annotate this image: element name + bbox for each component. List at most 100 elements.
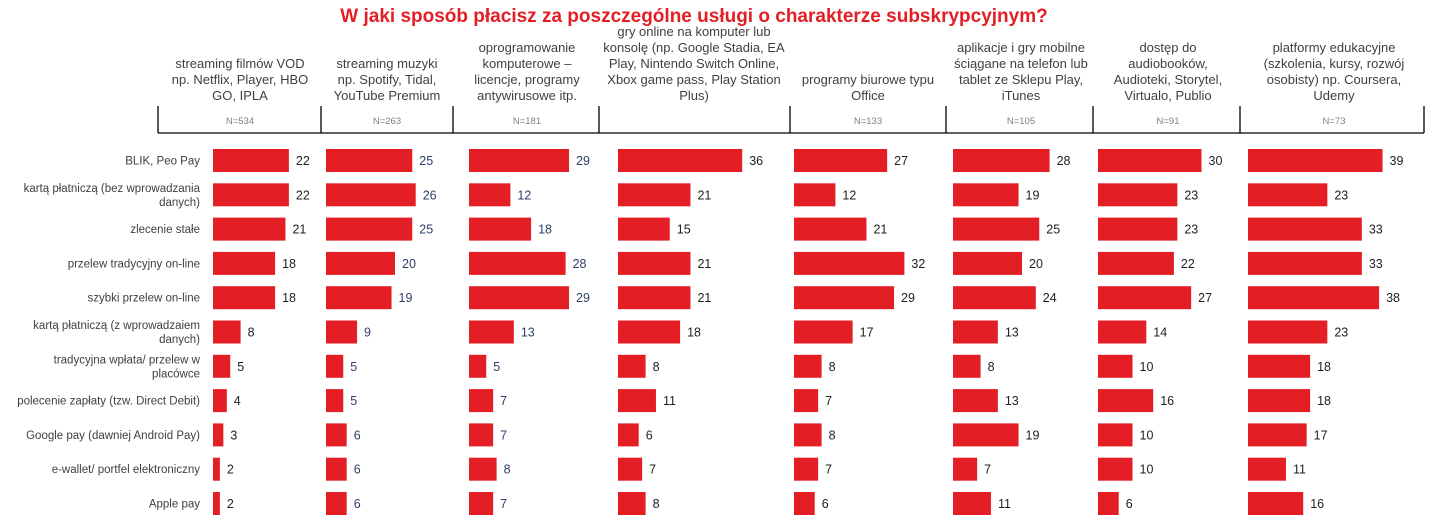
bar <box>794 389 819 413</box>
bar-value-label: 28 <box>573 257 587 271</box>
column-header-line: streaming muzyki <box>336 56 437 71</box>
bar <box>794 492 815 515</box>
category-label: tradycyjna wpłata/ przelew w <box>54 354 201 366</box>
bar <box>618 286 691 310</box>
bar <box>213 320 241 344</box>
bar-value-label: 8 <box>988 360 995 374</box>
column-header-line: Plus) <box>679 88 709 103</box>
chart-title: W jaki sposób płacisz za poszczególne us… <box>340 6 1047 27</box>
bar-value-label: 7 <box>500 394 507 408</box>
bar-value-label: 18 <box>282 257 296 271</box>
column-header-line: Play, Nintendo Switch Online, <box>609 56 779 71</box>
bar <box>794 457 819 481</box>
bar <box>469 354 487 378</box>
bar-value-label: 29 <box>901 291 915 305</box>
bar <box>953 389 998 413</box>
bar-value-label: 10 <box>1140 463 1154 477</box>
sample-size-label: N=534 <box>226 116 254 127</box>
column-header-line: Audioteki, Storytel, <box>1114 72 1222 87</box>
bar <box>953 217 1040 241</box>
bar <box>469 423 494 447</box>
column-header-line: Virtualo, Publio <box>1124 88 1211 103</box>
category-label: Google pay (dawniej Android Pay) <box>26 430 200 442</box>
bar-value-label: 7 <box>825 394 832 408</box>
bar-value-label: 14 <box>1153 326 1167 340</box>
bar <box>953 251 1022 275</box>
bar-value-label: 33 <box>1369 223 1383 237</box>
bar <box>469 320 514 344</box>
bar-value-label: 20 <box>402 257 416 271</box>
bar <box>1098 183 1178 207</box>
bar <box>618 492 646 515</box>
category-label: kartą płatniczą (bez wprowadzania <box>24 183 201 195</box>
bar <box>213 423 224 447</box>
bar-value-label: 30 <box>1209 154 1223 168</box>
bar-value-label: 6 <box>822 497 829 511</box>
bar-value-label: 32 <box>911 257 925 271</box>
bar <box>213 389 227 413</box>
bar-value-label: 27 <box>894 154 908 168</box>
bar-value-label: 11 <box>998 497 1011 511</box>
bar <box>1098 286 1192 310</box>
bar-value-label: 39 <box>1390 154 1404 168</box>
bar <box>794 286 895 310</box>
bar <box>618 457 643 481</box>
bar-value-label: 10 <box>1140 428 1154 442</box>
bar <box>953 286 1036 310</box>
column-header-line: np. Netflix, Player, HBO <box>172 72 309 87</box>
bar-value-label: 18 <box>1317 394 1331 408</box>
bar <box>1098 492 1119 515</box>
column-header-line: dostęp do <box>1139 40 1196 55</box>
bar <box>1248 492 1304 515</box>
bar <box>618 217 670 241</box>
bar <box>326 492 347 515</box>
bar <box>213 183 289 207</box>
bar <box>469 251 566 275</box>
bar <box>326 149 413 172</box>
bar <box>469 457 497 481</box>
bar-value-label: 5 <box>350 360 357 374</box>
column-header-line: gry online na komputer lub <box>617 24 770 39</box>
column-header-line: YouTube Premium <box>334 88 441 103</box>
bar <box>618 389 656 413</box>
category-label: Apple pay <box>149 499 200 511</box>
bar-value-label: 25 <box>419 223 433 237</box>
bar-value-label: 6 <box>354 463 361 477</box>
bar-value-label: 13 <box>1005 326 1019 340</box>
bar <box>1248 217 1362 241</box>
column-header-line: Office <box>851 88 885 103</box>
sample-size-label: N=133 <box>854 116 882 127</box>
bar-value-label: 18 <box>1317 360 1331 374</box>
bar <box>326 183 416 207</box>
column-header-line: osobisty) np. Coursera, <box>1267 72 1401 87</box>
bar <box>1098 217 1178 241</box>
bar-value-label: 12 <box>842 188 856 202</box>
bar-value-label: 19 <box>1026 428 1040 442</box>
bar <box>953 354 981 378</box>
category-label: polecenie zapłaty (tzw. Direct Debit) <box>17 396 200 408</box>
bar-value-label: 2 <box>227 497 234 511</box>
bar <box>953 457 978 481</box>
column-header-line: licencje, programy <box>474 72 580 87</box>
bar-value-label: 29 <box>576 291 590 305</box>
column-header-line: platformy edukacyjne <box>1273 40 1396 55</box>
bar-value-label: 33 <box>1369 257 1383 271</box>
bar <box>794 354 822 378</box>
bar-value-label: 8 <box>829 428 836 442</box>
category-label: danych) <box>159 197 200 209</box>
bar-value-label: 19 <box>1026 188 1040 202</box>
bar <box>213 286 276 310</box>
category-label: zlecenie stałe <box>130 224 200 236</box>
bar-value-label: 7 <box>825 463 832 477</box>
bar <box>326 217 413 241</box>
bar <box>326 320 358 344</box>
category-label: danych) <box>159 334 200 346</box>
sample-size-label: N=73 <box>1323 116 1346 127</box>
bar-value-label: 15 <box>677 223 691 237</box>
column-header-line: iTunes <box>1002 88 1041 103</box>
sample-size-label: N=105 <box>1007 116 1035 127</box>
bar <box>1098 354 1133 378</box>
bar-value-label: 21 <box>697 291 711 305</box>
bar <box>1248 354 1311 378</box>
